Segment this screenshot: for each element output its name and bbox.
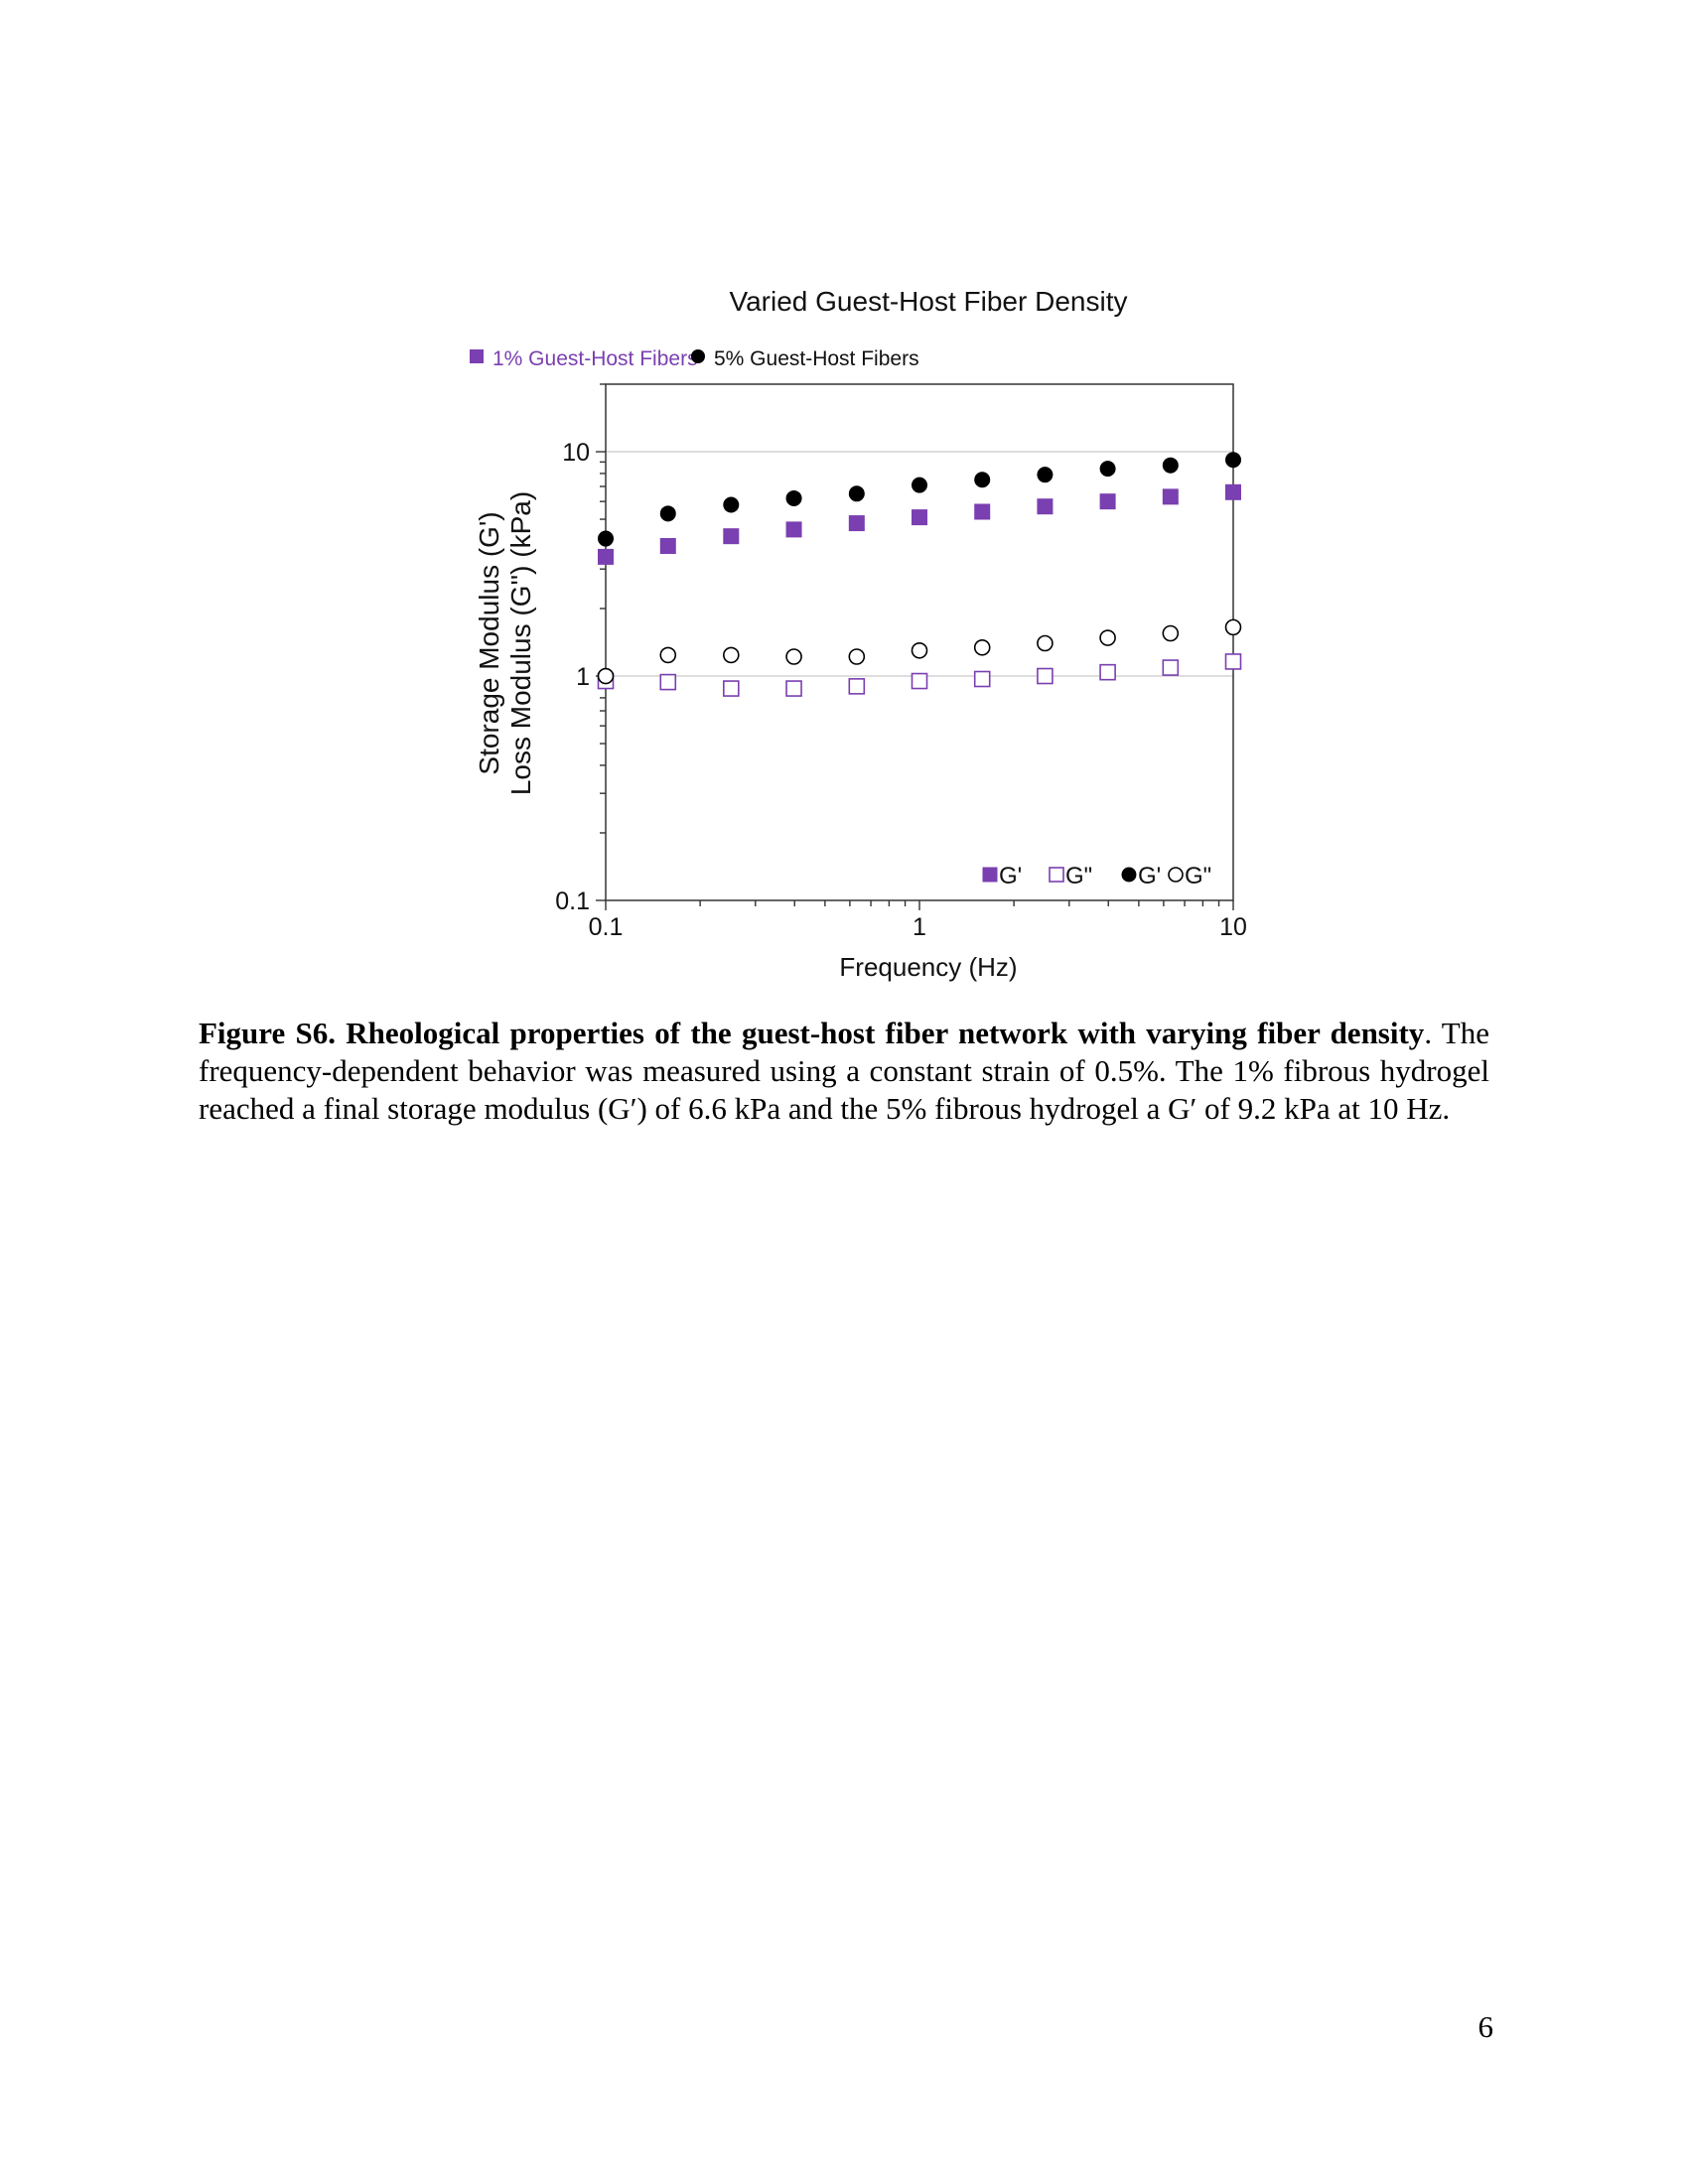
- y-tick-label: 0.1: [555, 887, 590, 915]
- data-point: [659, 505, 676, 522]
- caption-lead-punct: .: [1424, 1016, 1433, 1050]
- key-marker: [982, 867, 998, 883]
- data-point: [598, 548, 614, 565]
- data-point: [1224, 653, 1242, 670]
- data-point: [1225, 452, 1241, 469]
- data-point: [848, 485, 865, 502]
- data-point: [1099, 493, 1116, 510]
- chart-title: Varied Guest-Host Fiber Density: [730, 286, 1128, 317]
- data-point: [912, 509, 927, 526]
- caption-body: The frequency-dependent behavior was mea…: [199, 1016, 1489, 1126]
- rheology-chart: Varied Guest-Host Fiber Density 1% Guest…: [470, 286, 1247, 982]
- legend-series-key: G' G" G' G": [982, 863, 1211, 889]
- data-point: [597, 667, 615, 685]
- key-marker: [1121, 867, 1137, 883]
- key-label: G': [999, 863, 1022, 889]
- data-point: [1037, 467, 1054, 483]
- data-point: [785, 648, 802, 665]
- data-point: [1225, 483, 1241, 500]
- x-axis-label: Frequency (Hz): [839, 952, 1017, 982]
- x-tick-label: 0.1: [589, 913, 624, 941]
- legend-top: 1% Guest-Host Fibers 5% Guest-Host Fibers: [470, 347, 919, 370]
- data-point: [848, 515, 865, 532]
- data-point: [1224, 618, 1242, 636]
- figure-s6: Varied Guest-Host Fiber Density 1% Guest…: [437, 278, 1261, 993]
- data-point: [974, 472, 991, 488]
- data-point: [785, 489, 802, 506]
- page-number: 6: [1477, 2009, 1494, 2044]
- key-marker: [1049, 867, 1064, 883]
- data-point: [1037, 498, 1054, 515]
- data-point: [1162, 457, 1179, 474]
- data-point: [1099, 461, 1116, 478]
- data-point: [785, 680, 802, 697]
- y-tick-label: 10: [562, 439, 590, 467]
- key-label: G": [1185, 863, 1211, 889]
- key-label: G': [1138, 863, 1161, 889]
- data-point: [659, 673, 677, 691]
- data-point: [723, 528, 740, 545]
- data-point: [659, 537, 676, 554]
- data-point: [1162, 624, 1180, 642]
- data-point: [1099, 663, 1116, 681]
- legend-label: 5% Guest-Host Fibers: [714, 347, 919, 370]
- legend-label: 1% Guest-Host Fibers: [492, 347, 698, 370]
- data-point: [785, 521, 802, 538]
- key-label: G": [1065, 863, 1092, 889]
- data-point: [1037, 667, 1054, 685]
- tick-labels: 0.1 1 10 0.1 1 10: [555, 439, 1247, 941]
- x-tick-label: 1: [913, 913, 926, 941]
- key-marker: [1168, 867, 1184, 883]
- data-point: [848, 648, 866, 665]
- x-tick-label: 10: [1219, 913, 1247, 941]
- data-point: [1099, 629, 1116, 646]
- data-point: [1162, 659, 1180, 676]
- data-point: [659, 646, 677, 664]
- data-point: [598, 530, 614, 547]
- data-point: [912, 477, 927, 493]
- y-axis-label: Storage Modulus (G') Loss Modulus (G'') …: [474, 491, 536, 795]
- data-point: [911, 641, 928, 659]
- data-point: [1162, 488, 1179, 505]
- data-point: [911, 672, 928, 690]
- data-point: [722, 680, 740, 697]
- data-points: [597, 452, 1242, 697]
- data-point: [1037, 634, 1054, 652]
- legend-marker: [691, 349, 705, 363]
- legend-marker: [470, 349, 484, 363]
- y-axis-label-line-1: Storage Modulus (G'): [474, 511, 504, 774]
- y-tick-label: 1: [576, 663, 590, 691]
- y-axis-label-line-2: Loss Modulus (G'') (kPa): [505, 491, 536, 795]
- data-point: [723, 496, 740, 513]
- data-point: [973, 638, 991, 656]
- caption-lead: Figure S6. Rheological properties of the…: [199, 1016, 1425, 1050]
- data-point: [722, 646, 740, 664]
- data-point: [848, 678, 866, 695]
- figure-caption: Figure S6. Rheological properties of the…: [199, 1015, 1489, 1128]
- data-point: [973, 670, 991, 688]
- data-point: [974, 503, 991, 520]
